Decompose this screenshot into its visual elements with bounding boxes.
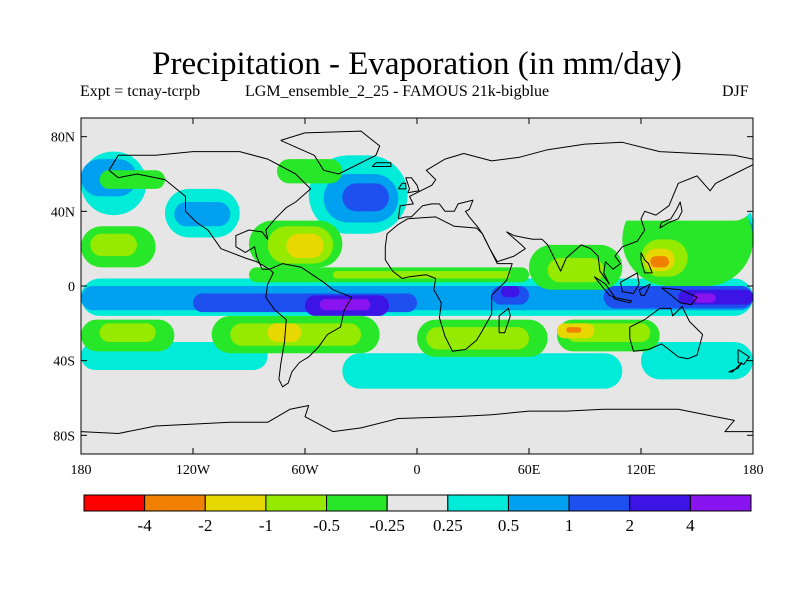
field-region xyxy=(342,353,623,389)
x-tick-label: 60W xyxy=(291,463,319,478)
field-region xyxy=(650,256,669,268)
coastline xyxy=(629,306,704,360)
coastline xyxy=(384,216,513,352)
field-region xyxy=(333,271,511,279)
field-region xyxy=(693,293,716,303)
x-tick-label: 60E xyxy=(518,463,541,478)
axis-ticks: 80N 40N 0 40S 80S 180 120W 60W 0 60E 120E 180 xyxy=(51,118,764,478)
coastline xyxy=(81,405,753,434)
colorbar-label: 4 xyxy=(686,516,695,535)
x-tick-label: 180 xyxy=(743,463,764,478)
x-tick-label: 120E xyxy=(626,463,656,478)
field-region xyxy=(174,202,231,227)
experiment-label: Expt = tcnay-tcrpb xyxy=(80,83,201,100)
x-tick-label: 120W xyxy=(176,463,211,478)
colorbar-swatch xyxy=(265,494,328,512)
coastline xyxy=(612,296,633,304)
coastline xyxy=(265,263,353,388)
y-tick-label: 80S xyxy=(53,429,75,444)
colorbar-swatch xyxy=(629,494,691,512)
field-region xyxy=(342,183,389,212)
colorbar: -4 -2 -1 -0.5 -0.25 0.25 0.5 1 2 4 xyxy=(83,494,752,535)
colorbar-swatch xyxy=(689,494,752,512)
colorbar-label: -0.5 xyxy=(313,516,340,535)
field-region xyxy=(90,233,137,257)
colorbar-swatch xyxy=(507,494,570,512)
coastline xyxy=(371,162,392,167)
colorbar-swatch xyxy=(447,494,509,512)
y-tick-label: 80N xyxy=(51,131,75,146)
coastline xyxy=(108,151,312,270)
field-region xyxy=(566,183,753,221)
colorbar-label: 0.5 xyxy=(498,516,519,535)
field-region xyxy=(501,286,520,298)
colorbar-label: -2 xyxy=(198,516,212,535)
field-region xyxy=(99,170,165,189)
field-layer xyxy=(81,118,753,454)
coastline xyxy=(737,349,750,365)
coastline xyxy=(640,252,653,274)
colorbar-label: 0.25 xyxy=(433,516,463,535)
field-region xyxy=(678,289,753,305)
colorbar-label: -4 xyxy=(138,516,153,535)
field-region xyxy=(277,159,343,184)
colorbar-swatch xyxy=(83,494,146,512)
colorbar-swatch xyxy=(326,494,388,512)
field-region xyxy=(641,342,753,380)
colorbar-label: -1 xyxy=(259,516,273,535)
x-tick-label: 0 xyxy=(414,463,421,478)
coastline xyxy=(728,362,743,373)
field-region xyxy=(267,323,302,342)
field-region xyxy=(566,327,582,333)
coastline xyxy=(405,177,420,194)
coastline xyxy=(397,141,753,219)
chart-title: Precipitation - Evaporation (in mm/day) xyxy=(152,46,682,82)
field-region xyxy=(286,233,324,258)
colorbar-label: 2 xyxy=(625,516,634,535)
colorbar-label: 1 xyxy=(565,516,574,535)
coastline xyxy=(280,130,381,175)
coastline xyxy=(659,201,683,229)
coastlines xyxy=(81,130,753,434)
ensemble-label: LGM_ensemble_2_25 - FAMOUS 21k-bigblue xyxy=(245,83,550,100)
x-tick-label: 180 xyxy=(71,463,92,478)
y-tick-label: 40S xyxy=(53,355,75,370)
coastline xyxy=(620,272,640,294)
colorbar-swatch xyxy=(386,494,449,512)
colorbar-swatch xyxy=(568,494,631,512)
coastline xyxy=(498,307,511,334)
field-region xyxy=(319,299,371,311)
season-label: DJF xyxy=(722,83,749,100)
colorbar-swatch xyxy=(204,494,267,512)
coastline xyxy=(638,283,651,296)
field-region xyxy=(99,323,156,342)
coastline xyxy=(398,164,753,285)
colorbar-label: -0.25 xyxy=(369,516,404,535)
coastline xyxy=(661,287,698,306)
colorbar-swatch xyxy=(144,494,206,512)
y-tick-label: 40N xyxy=(51,205,75,220)
coastline xyxy=(397,182,407,190)
y-tick-label: 0 xyxy=(68,280,75,295)
field-region xyxy=(547,258,604,283)
